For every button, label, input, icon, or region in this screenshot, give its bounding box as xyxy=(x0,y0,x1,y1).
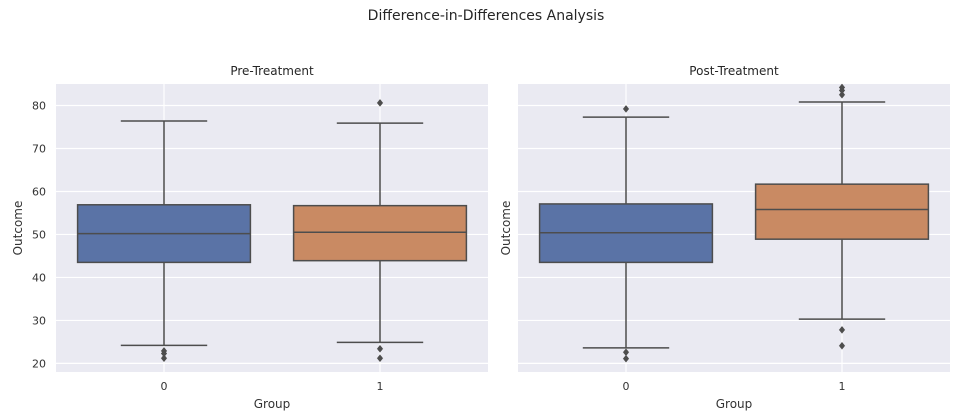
x-tick-label: 1 xyxy=(839,380,846,393)
box-group-0 xyxy=(538,105,714,363)
x-tick-label: 1 xyxy=(377,380,384,393)
x-tick-label: 0 xyxy=(161,380,168,393)
box-iqr xyxy=(754,183,930,240)
outlier-point xyxy=(376,354,384,363)
x-axis-label: Group xyxy=(254,397,291,411)
y-tick-label: 50 xyxy=(32,228,46,241)
y-tick-label: 20 xyxy=(32,357,46,370)
panel-post-treatment: 0 1 Post-Treatment Group Outcome xyxy=(499,64,950,411)
x-tick-label: 0 xyxy=(623,380,630,393)
y-axis-label: Outcome xyxy=(499,201,513,256)
panel-title: Pre-Treatment xyxy=(230,64,314,78)
outlier-point xyxy=(838,325,846,334)
y-tick-label: 70 xyxy=(32,142,46,155)
box-iqr xyxy=(292,204,468,262)
box-group-0 xyxy=(76,120,252,363)
y-tick-label: 80 xyxy=(32,99,46,112)
y-axis-label: Outcome xyxy=(11,201,25,256)
outlier-point xyxy=(160,354,168,363)
figure-title: Difference-in-Differences Analysis xyxy=(367,8,605,24)
y-tick-label: 60 xyxy=(32,185,46,198)
x-axis-label: Group xyxy=(716,397,753,411)
box-group-1 xyxy=(292,99,468,363)
outlier-point xyxy=(838,83,846,92)
outlier-point xyxy=(376,344,384,353)
outlier-point xyxy=(622,348,630,357)
y-tick-label: 30 xyxy=(32,314,46,327)
box-group-1 xyxy=(754,83,930,350)
outlier-point xyxy=(838,90,846,99)
outlier-point xyxy=(376,99,384,107)
panel-pre-treatment: 20 30 40 50 60 70 80 0 1 Pre-Treatment Group Outcom… xyxy=(11,64,488,411)
outlier-point xyxy=(838,341,846,350)
panel-title: Post-Treatment xyxy=(689,64,779,78)
y-tick-label: 40 xyxy=(32,271,46,284)
outlier-point xyxy=(622,354,630,363)
outlier-point xyxy=(160,347,168,355)
outlier-point xyxy=(622,105,630,113)
